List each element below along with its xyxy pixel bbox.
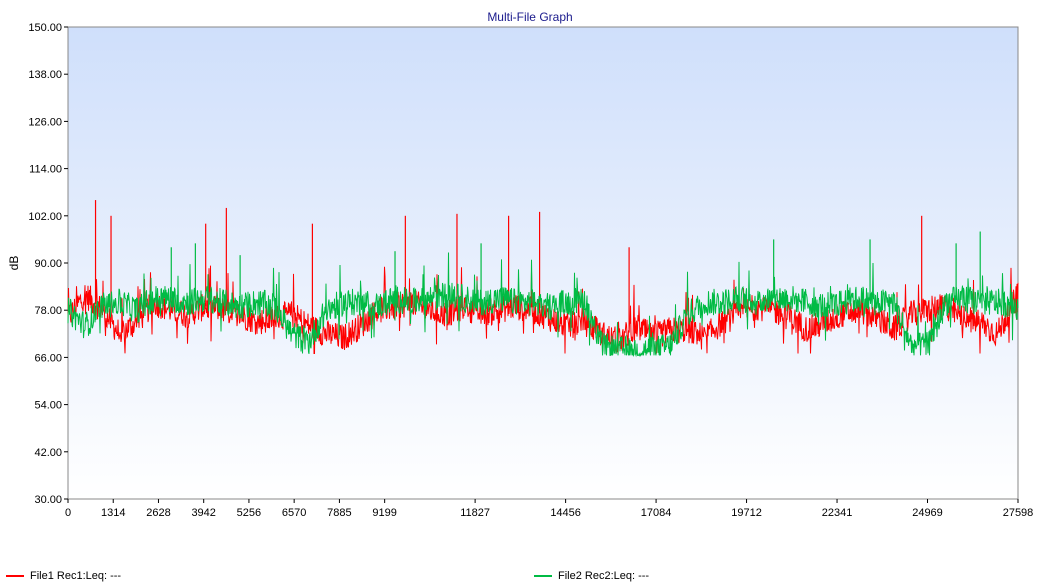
y-axis: 30.00 42.00 54.00 66.00 78.00 90.00 102.00 114.… — [28, 22, 68, 506]
x-tick-label: 22341 — [822, 507, 853, 519]
chart-area: Multi-File Graph 30.00 42.00 54.00 66.00 78.… — [7, 10, 1033, 519]
y-axis-label: dB — [7, 256, 21, 271]
x-tick-label: 14456 — [550, 507, 581, 519]
legend-label-file1: File1 Rec1:Leq: --- — [30, 570, 122, 582]
y-tick-label: 54.00 — [34, 400, 62, 412]
y-tick-label: 102.00 — [28, 211, 62, 223]
x-tick-label: 0 — [65, 507, 71, 519]
y-tick-label: 30.00 — [34, 494, 62, 506]
legend-label-file2: File2 Rec2:Leq: --- — [558, 570, 650, 582]
x-axis: 0 1314 2628 3942 5256 6570 7885 9199 11827 14456 1… — [65, 499, 1033, 519]
legend-item-file1: File1 Rec1:Leq: --- — [6, 568, 121, 584]
x-tick-label: 2628 — [146, 507, 170, 519]
x-tick-label: 27598 — [1003, 507, 1034, 519]
series-line-2 — [67, 252, 1019, 358]
x-tick-label: 1314 — [101, 507, 125, 519]
x-tick-label: 24969 — [912, 507, 943, 519]
y-tick-label: 90.00 — [34, 258, 62, 270]
x-tick-label: 17084 — [641, 507, 672, 519]
legend-swatch-red — [6, 575, 24, 577]
y-tick-label: 42.00 — [34, 447, 62, 459]
x-tick-label: 3942 — [191, 507, 215, 519]
legend-item-file2: File2 Rec2:Leq: --- — [534, 568, 649, 584]
chart-title: Multi-File Graph — [487, 10, 572, 24]
x-tick-label: 19712 — [731, 507, 762, 519]
x-tick-label: 7885 — [327, 507, 351, 519]
x-tick-label: 9199 — [372, 507, 396, 519]
x-tick-label: 6570 — [282, 507, 306, 519]
legend-swatch-green — [534, 575, 552, 577]
y-tick-label: 78.00 — [34, 305, 62, 317]
y-tick-label: 138.00 — [28, 69, 62, 81]
series-layer — [67, 200, 1019, 358]
y-tick-label: 126.00 — [28, 116, 62, 128]
y-tick-label: 66.00 — [34, 352, 62, 364]
y-tick-label: 114.00 — [29, 164, 62, 176]
x-tick-label: 5256 — [237, 507, 261, 519]
plot-background — [67, 26, 1019, 500]
x-tick-label: 11827 — [460, 507, 490, 519]
y-tick-label: 150.00 — [28, 22, 62, 34]
